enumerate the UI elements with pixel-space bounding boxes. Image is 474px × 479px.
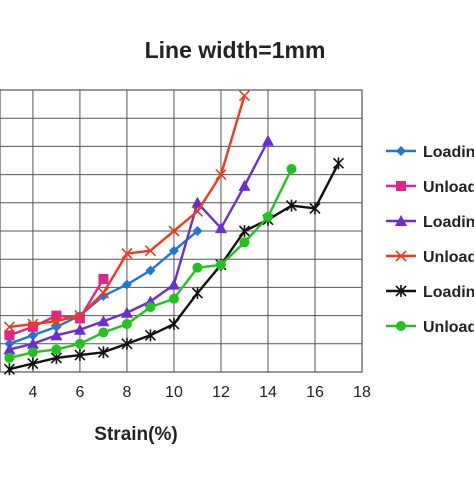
data-point [4,352,15,363]
x-tick-label: 12 [212,384,230,401]
legend-item: Unloading [386,319,474,336]
data-point [168,245,179,256]
data-point [27,321,38,332]
data-point [121,319,132,330]
data-point [74,313,85,324]
data-point [215,259,226,270]
data-point [50,315,62,327]
series-4 [3,90,251,333]
data-point [285,199,298,212]
data-point [309,202,321,215]
data-point [121,337,133,350]
data-point [215,169,227,181]
data-point [121,247,133,260]
data-point [238,90,251,102]
data-point [3,321,15,333]
data-point [3,363,15,376]
data-point [192,262,203,273]
data-point [168,225,180,237]
data-point [50,329,63,341]
data-point [27,357,39,370]
data-point [26,337,39,349]
x-tick-label: 8 [122,384,131,401]
data-point [27,318,39,330]
x-tick-label: 14 [259,384,277,401]
legend-item: Loading [386,284,474,301]
chart-title: Line width=1mm [145,37,326,63]
data-point [191,205,204,217]
data-point [120,306,133,318]
data-point [396,146,406,156]
data-point [51,310,62,321]
legend-item: Loading [386,144,474,161]
data-point [192,226,203,236]
data-point [27,347,38,358]
x-tick-label: 18 [353,384,371,401]
data-point [395,215,407,226]
legend-label: Unloading [423,319,474,336]
data-point [238,179,251,191]
data-point [74,349,86,362]
legend-label: Loading [423,284,474,301]
data-point [262,211,273,222]
series-2 [4,273,109,341]
data-point [145,302,156,313]
legend-item: Unloading [386,249,474,266]
data-point [97,287,109,299]
x-axis-title: Strain(%) [94,424,177,445]
data-point [98,290,109,301]
data-point [74,310,86,322]
legend-item: Loading [386,214,474,231]
data-point [97,315,110,327]
data-point [168,293,179,304]
legend-item: Unloading [386,179,474,196]
data-point [144,245,157,257]
data-point [261,134,274,146]
data-point [238,225,251,237]
data-point [214,222,227,234]
data-point [145,265,156,276]
data-point [74,338,85,349]
legend: Loading Unloading Loading Unloading Loading U… [386,144,474,336]
data-point [167,278,180,290]
legend-label: Unloading [423,249,474,266]
data-point [97,346,109,359]
data-point [3,343,16,355]
data-point [4,330,15,341]
data-point [332,157,345,170]
data-point [286,163,297,174]
series-6 [4,163,297,363]
data-point [98,273,109,284]
data-point [27,330,38,341]
legend-label: Unloading [423,179,474,196]
data-point [144,329,157,342]
legend-label: Loading [423,214,474,231]
data-point [239,237,250,248]
data-point [73,323,86,335]
data-point [168,318,180,331]
legend-label: Loading [423,144,474,161]
data-point [121,279,132,290]
data-point [191,287,204,300]
data-point [98,327,109,338]
data-point [396,321,406,331]
x-tick-label: 6 [75,384,84,401]
data-point [395,285,407,297]
data-point [396,181,406,191]
data-point [51,344,62,355]
x-tick-label: 10 [165,384,183,401]
data-point [395,250,407,262]
x-tick-label: 16 [306,384,324,401]
series-1 [4,226,203,349]
x-tick-label: 4 [28,384,37,401]
